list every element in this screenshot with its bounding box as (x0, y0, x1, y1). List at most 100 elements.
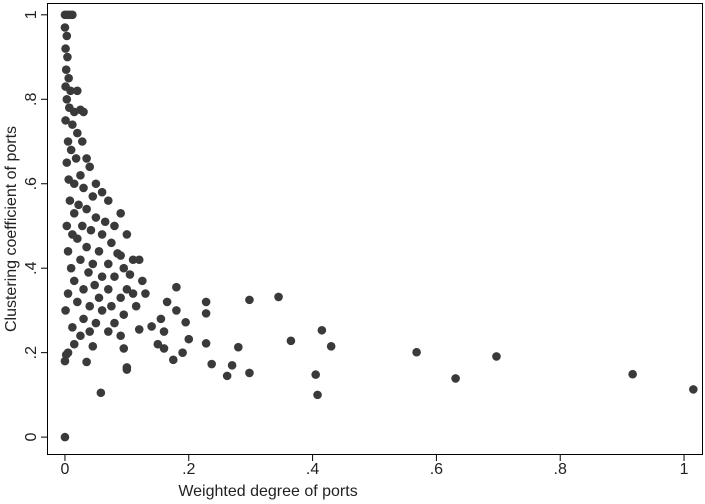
scatter-point (147, 322, 156, 331)
scatter-point (119, 344, 129, 353)
scatter-point (61, 350, 71, 360)
scatter-point (79, 183, 88, 193)
scatter-point (159, 344, 169, 353)
scatter-point (66, 263, 76, 273)
scatter-point (233, 342, 243, 352)
scatter-point (184, 334, 194, 344)
scatter-point (326, 342, 336, 351)
scatter-point (245, 295, 254, 305)
scatter-point (76, 331, 85, 341)
scatter-point (68, 10, 77, 20)
scatter-point (138, 276, 147, 286)
scatter-point (77, 221, 87, 231)
scatter-point (178, 348, 187, 357)
scatter-point (91, 179, 101, 189)
x-tick-label: .8 (554, 461, 567, 478)
scatter-point (73, 234, 82, 243)
x-tick-label: .6 (430, 461, 443, 478)
y-tick-label: .6 (23, 177, 40, 190)
scatter-point (65, 196, 75, 205)
scatter-point (76, 170, 85, 180)
scatter-point (134, 325, 144, 334)
scatter-point (69, 339, 79, 349)
scatter-point (94, 293, 104, 303)
scatter-point (62, 158, 72, 167)
scatter-point (69, 179, 79, 189)
scatter-point (313, 390, 322, 400)
scatter-point (88, 259, 98, 269)
x-tick-label: 0 (61, 461, 70, 478)
scatter-point (79, 285, 88, 294)
scatter-point (88, 342, 98, 351)
scatter-point (107, 301, 116, 311)
scatter-point (94, 247, 104, 256)
scatter-point (61, 65, 71, 75)
scatter-point (73, 128, 82, 138)
scatter-point (76, 255, 85, 265)
scatter-point (201, 339, 211, 348)
scatter-point (103, 259, 113, 269)
scatter-point (84, 268, 93, 277)
scatter-point (492, 352, 501, 361)
scatter-point (90, 280, 99, 290)
scatter-point (60, 23, 70, 32)
scatter-point (201, 297, 211, 307)
scatter-point (412, 347, 421, 357)
scatter-point (227, 361, 237, 370)
scatter-point (116, 208, 125, 218)
scatter-point (103, 285, 113, 294)
scatter-point (156, 314, 166, 324)
scatter-point (172, 282, 181, 292)
scatter-point (63, 137, 73, 146)
scatter-point (122, 230, 132, 239)
scatter-point (68, 120, 77, 129)
scatter-point (107, 238, 116, 248)
scatter-point (62, 31, 72, 41)
scatter-point (122, 365, 132, 374)
x-tick-label: 1 (680, 461, 689, 478)
scatter-point (689, 385, 698, 394)
scatter-point (128, 289, 138, 298)
scatter-point (119, 263, 129, 273)
scatter-point (63, 52, 72, 62)
x-tick-label: .2 (182, 461, 195, 478)
scatter-point (60, 432, 70, 442)
scatter-point (311, 370, 320, 379)
scatter-point (110, 221, 119, 231)
scatter-point (162, 297, 172, 307)
scatter-point (159, 327, 169, 336)
scatter-point (128, 255, 138, 265)
scatter-point (91, 213, 101, 222)
scatter-point (122, 285, 132, 294)
scatter-point (79, 314, 88, 324)
scatter-point (79, 107, 88, 117)
scatter-point (110, 318, 119, 328)
scatter-point (88, 192, 98, 201)
scatter-point (97, 230, 107, 239)
scatter-point (61, 116, 70, 125)
scatter-point (77, 137, 87, 146)
scatter-point (97, 272, 107, 281)
scatter-point (201, 309, 211, 318)
scatter-point (85, 327, 95, 336)
scatter-point (172, 306, 181, 315)
scatter-point (141, 289, 150, 298)
scatter-point (66, 86, 75, 96)
scatter-point (82, 154, 91, 163)
scatter-point (91, 318, 101, 328)
scatter-point (207, 359, 216, 369)
y-tick-label: .8 (23, 93, 40, 106)
scatter-point (222, 371, 232, 381)
scatter-point (125, 270, 135, 279)
scatter-point (103, 327, 113, 336)
scatter-point (103, 196, 113, 205)
scatter-point (628, 369, 637, 379)
scatter-point (62, 221, 72, 231)
scatter-point (97, 187, 107, 197)
scatter-point (73, 297, 82, 307)
scatter-point (73, 86, 82, 96)
y-tick-label: 0 (23, 433, 40, 442)
scatter-point (71, 154, 81, 163)
scatter-point (85, 162, 95, 172)
